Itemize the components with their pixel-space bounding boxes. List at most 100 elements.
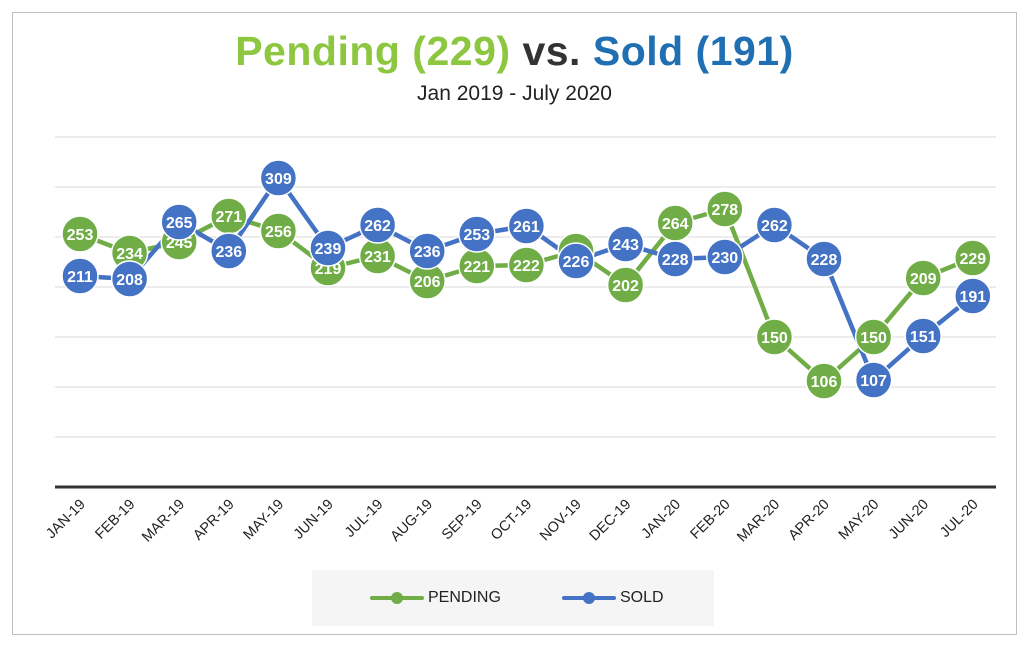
- data-point-sold: [408, 232, 446, 270]
- legend-sold-swatch: [562, 592, 616, 604]
- data-point-sold: [706, 238, 744, 276]
- chart-title: Pending (229) vs. Sold (191): [0, 28, 1029, 75]
- data-label-sold: 261: [513, 219, 540, 236]
- data-label-pending: 253: [67, 227, 94, 244]
- data-point-sold: [259, 159, 298, 197]
- title-pending: Pending (229): [235, 28, 511, 74]
- data-label-pending: 150: [860, 330, 887, 347]
- title-vs: vs.: [522, 28, 581, 74]
- data-label-pending: 231: [364, 249, 391, 266]
- x-tick-label: MAR-19: [139, 497, 188, 546]
- legend-item-pending: PENDING: [370, 588, 501, 608]
- data-label-pending: 264: [662, 216, 689, 233]
- data-point-sold: [904, 317, 942, 355]
- data-label-sold: 253: [463, 227, 490, 244]
- data-point-sold: [854, 361, 893, 399]
- data-label-sold: 236: [215, 244, 242, 261]
- data-point-pending: [61, 215, 99, 253]
- data-label-pending: 222: [513, 258, 540, 275]
- data-point-pending: [507, 246, 546, 284]
- x-tick-label: JUL-19: [342, 497, 386, 541]
- data-label-sold: 230: [711, 250, 738, 267]
- data-label-pending: 229: [959, 251, 986, 268]
- data-point-sold: [210, 232, 248, 270]
- data-label-pending: 234: [116, 246, 143, 263]
- x-tick-label: SEP-19: [439, 497, 486, 544]
- x-tick-label: NOV-19: [537, 497, 585, 545]
- data-label-pending: 206: [414, 274, 441, 291]
- data-label-sold: 211: [67, 269, 93, 286]
- data-point-sold: [656, 240, 694, 278]
- data-point-sold: [309, 229, 347, 267]
- legend-item-sold: SOLD: [562, 588, 664, 608]
- data-point-sold: [606, 225, 645, 263]
- legend: PENDING SOLD: [312, 570, 714, 626]
- data-point-sold: [805, 240, 843, 278]
- x-tick-label: AUG-19: [388, 497, 436, 545]
- gridlines: [55, 136, 996, 438]
- data-label-sold: 228: [662, 252, 689, 269]
- data-point-pending: [805, 362, 843, 400]
- data-point-pending: [954, 239, 992, 277]
- x-tick-labels: JAN-19 FEB-19 MAR-19 APR-19 MAY-19 JUN-19 JUL-…: [43, 497, 981, 546]
- data-label-pending: 202: [612, 278, 639, 295]
- data-point-pending: [606, 266, 645, 304]
- data-label-sold: 208: [116, 272, 143, 289]
- data-label-sold: 107: [860, 373, 887, 390]
- x-tick-label: MAY-20: [836, 497, 883, 544]
- x-tick-label: JAN-19: [43, 497, 89, 543]
- data-point-pending: [706, 190, 744, 228]
- data-label-sold: 236: [414, 244, 441, 261]
- data-point-sold: [507, 207, 546, 245]
- data-label-sold: 309: [265, 171, 292, 188]
- data-label-sold: 262: [761, 218, 788, 235]
- x-tick-label: DEC-19: [587, 497, 635, 545]
- legend-pending-marker: [391, 592, 403, 604]
- data-point-pending: [904, 259, 942, 297]
- data-label-sold: 226: [563, 254, 590, 271]
- x-tick-label: JUN-20: [886, 497, 932, 543]
- data-label-sold: 228: [811, 252, 838, 269]
- data-point-sold: [755, 206, 794, 244]
- data-label-sold: 243: [612, 237, 639, 254]
- data-label-sold: 239: [315, 241, 342, 258]
- data-point-sold: [110, 260, 149, 298]
- x-tick-label: MAR-20: [734, 497, 783, 546]
- x-tick-label: FEB-19: [92, 497, 138, 543]
- data-label-sold: 262: [364, 218, 391, 235]
- data-label-pending: 106: [811, 374, 838, 391]
- x-tick-label: APR-20: [786, 497, 833, 544]
- data-label-pending: 221: [463, 259, 490, 276]
- data-label-pending: 278: [711, 202, 738, 219]
- x-tick-label: JAN-20: [639, 497, 685, 543]
- data-label-sold: 151: [910, 329, 937, 346]
- data-label-pending: 256: [265, 224, 292, 241]
- x-tick-label: MAY-19: [241, 497, 288, 544]
- chart-subtitle: Jan 2019 - July 2020: [417, 82, 612, 105]
- legend-pending-swatch: [370, 592, 424, 604]
- data-point-pending: [854, 318, 893, 356]
- data-point-sold: [358, 206, 397, 244]
- x-tick-label: APR-19: [190, 497, 237, 544]
- series-points: 2532342452712562192312062212222362022642…: [61, 159, 992, 400]
- data-point-sold: [954, 277, 992, 315]
- legend-sold-label: SOLD: [620, 589, 664, 606]
- data-label-pending: 271: [215, 209, 242, 226]
- legend-sold-marker: [583, 592, 595, 604]
- title-sold: Sold (191): [592, 28, 794, 74]
- x-tick-label: JUN-19: [291, 497, 337, 543]
- data-point-pending: [755, 318, 794, 356]
- data-point-sold: [61, 257, 99, 295]
- legend-pending-label: PENDING: [428, 589, 501, 606]
- data-label-sold: 265: [166, 215, 193, 232]
- data-label-pending: 209: [910, 271, 937, 288]
- x-tick-label: FEB-20: [688, 497, 734, 543]
- data-point-sold: [160, 203, 198, 241]
- x-tick-label: JUL-20: [937, 497, 981, 541]
- data-point-sold: [458, 215, 496, 253]
- data-label-sold: 191: [959, 289, 986, 306]
- data-point-pending: [259, 212, 298, 250]
- x-tick-label: OCT-19: [488, 497, 535, 544]
- data-point-sold: [557, 242, 595, 280]
